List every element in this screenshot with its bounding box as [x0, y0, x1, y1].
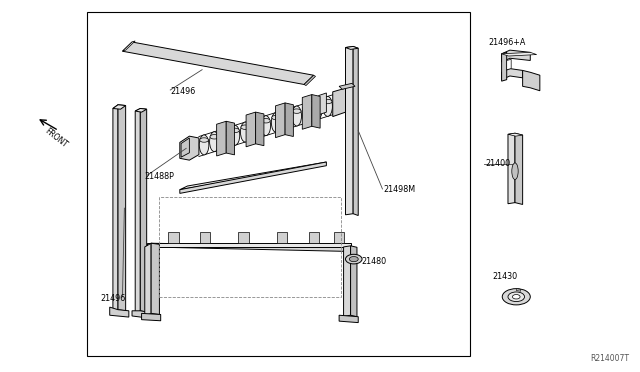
Ellipse shape: [210, 135, 219, 139]
Polygon shape: [180, 136, 199, 160]
Polygon shape: [180, 162, 326, 190]
Ellipse shape: [241, 122, 250, 142]
Ellipse shape: [271, 112, 281, 132]
Ellipse shape: [220, 131, 229, 136]
Text: 21496: 21496: [100, 294, 125, 303]
Polygon shape: [346, 46, 358, 49]
Polygon shape: [353, 46, 358, 215]
Polygon shape: [239, 232, 248, 243]
Polygon shape: [135, 109, 140, 313]
Ellipse shape: [292, 109, 301, 113]
Polygon shape: [523, 70, 540, 91]
Ellipse shape: [241, 125, 250, 129]
Ellipse shape: [323, 99, 332, 104]
Polygon shape: [122, 42, 314, 84]
Polygon shape: [113, 105, 125, 109]
Circle shape: [508, 292, 525, 302]
Polygon shape: [145, 243, 151, 316]
Text: 21496: 21496: [170, 87, 195, 96]
Ellipse shape: [230, 125, 240, 145]
Polygon shape: [113, 105, 118, 312]
Polygon shape: [502, 50, 531, 62]
Polygon shape: [151, 243, 159, 314]
Circle shape: [502, 289, 531, 305]
Polygon shape: [135, 109, 147, 112]
Polygon shape: [334, 232, 344, 243]
Ellipse shape: [200, 138, 209, 142]
Polygon shape: [141, 313, 161, 321]
Bar: [159, 197, 341, 297]
Polygon shape: [147, 243, 351, 247]
Polygon shape: [181, 138, 189, 157]
Text: FRONT: FRONT: [42, 126, 68, 150]
Text: 21400: 21400: [486, 159, 511, 169]
Circle shape: [346, 254, 362, 264]
Polygon shape: [276, 232, 287, 243]
Polygon shape: [302, 94, 312, 129]
Text: 21480: 21480: [362, 257, 387, 266]
Polygon shape: [502, 68, 523, 80]
Ellipse shape: [282, 112, 291, 116]
Polygon shape: [132, 311, 149, 318]
Ellipse shape: [323, 96, 332, 116]
Polygon shape: [147, 243, 351, 251]
Polygon shape: [118, 105, 125, 311]
Ellipse shape: [209, 132, 219, 152]
Ellipse shape: [302, 103, 312, 123]
Polygon shape: [304, 75, 316, 86]
Ellipse shape: [251, 122, 260, 126]
Text: 21498M: 21498M: [384, 185, 416, 194]
Ellipse shape: [292, 106, 301, 126]
Ellipse shape: [199, 135, 209, 155]
Polygon shape: [276, 103, 285, 138]
Circle shape: [349, 257, 358, 262]
Polygon shape: [502, 52, 537, 56]
Polygon shape: [515, 133, 523, 205]
Polygon shape: [508, 133, 515, 204]
Ellipse shape: [512, 163, 518, 180]
Polygon shape: [333, 88, 346, 116]
Polygon shape: [312, 94, 320, 128]
Ellipse shape: [303, 106, 312, 110]
Polygon shape: [502, 52, 507, 81]
Ellipse shape: [261, 116, 271, 136]
Ellipse shape: [251, 119, 260, 139]
Polygon shape: [255, 112, 264, 146]
Polygon shape: [285, 103, 293, 137]
Circle shape: [513, 295, 520, 299]
Text: 21488P: 21488P: [145, 172, 175, 181]
Polygon shape: [507, 60, 511, 70]
Polygon shape: [346, 46, 353, 215]
Ellipse shape: [220, 128, 230, 148]
Text: 21496+A: 21496+A: [489, 38, 526, 46]
Polygon shape: [339, 83, 355, 89]
Ellipse shape: [230, 128, 239, 132]
Polygon shape: [226, 121, 234, 155]
Ellipse shape: [262, 119, 270, 123]
Polygon shape: [217, 121, 226, 156]
Polygon shape: [109, 307, 129, 317]
Ellipse shape: [312, 100, 322, 119]
Polygon shape: [122, 41, 135, 51]
Polygon shape: [344, 246, 351, 316]
Text: R214007T: R214007T: [590, 354, 629, 363]
Polygon shape: [200, 232, 211, 243]
Polygon shape: [308, 232, 319, 243]
Text: 21430: 21430: [492, 272, 517, 281]
Bar: [88, 13, 470, 356]
Polygon shape: [351, 246, 357, 317]
Polygon shape: [180, 162, 326, 193]
Polygon shape: [339, 315, 358, 323]
Polygon shape: [246, 112, 255, 147]
Polygon shape: [140, 109, 147, 312]
Polygon shape: [319, 93, 326, 115]
Polygon shape: [516, 289, 521, 291]
Polygon shape: [168, 232, 179, 243]
Polygon shape: [508, 133, 523, 136]
Ellipse shape: [272, 115, 280, 120]
Ellipse shape: [282, 109, 291, 129]
Ellipse shape: [313, 103, 322, 107]
